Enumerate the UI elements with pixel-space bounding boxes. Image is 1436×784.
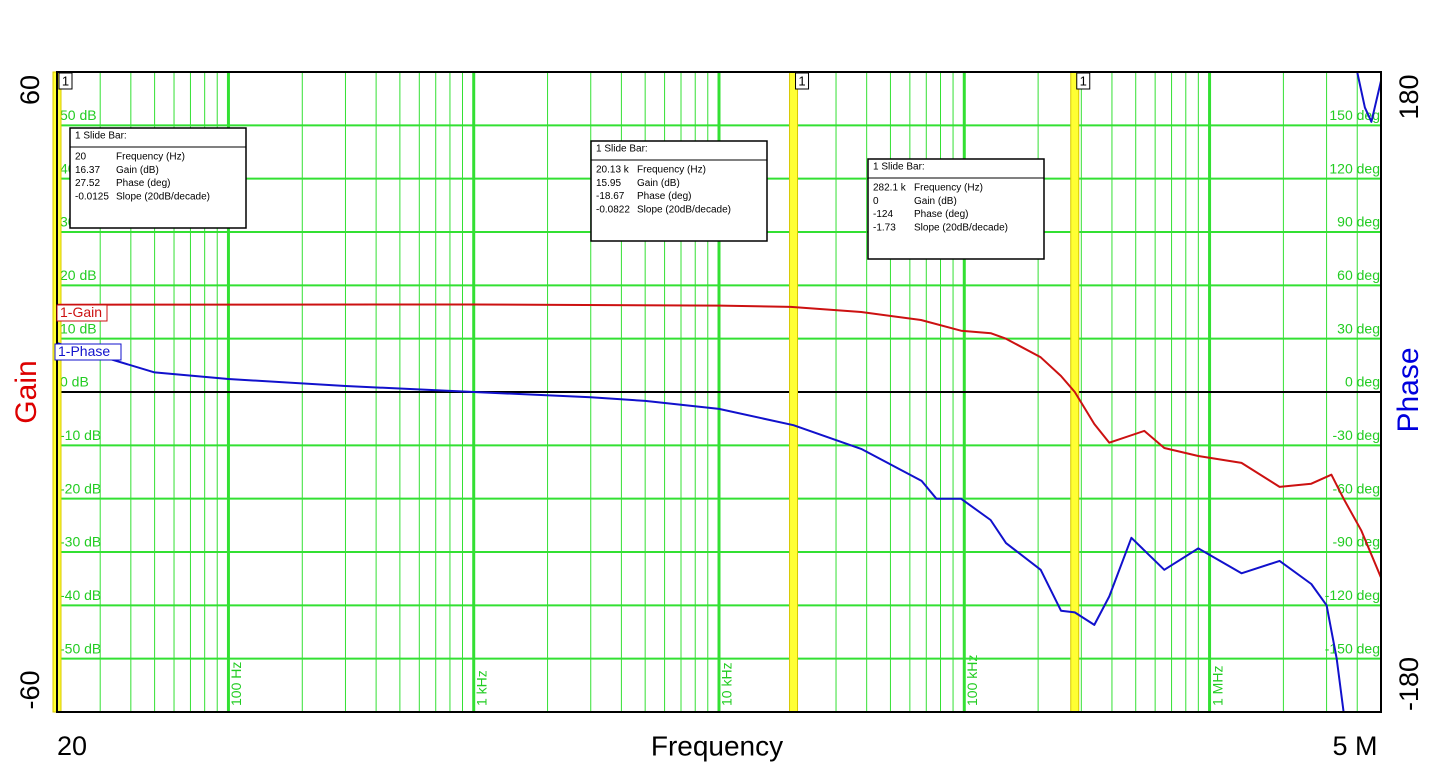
y-tick-label: 0 dB (60, 374, 89, 390)
cursor-marker: 1 (62, 73, 69, 88)
readout-value: 20 (75, 152, 87, 163)
x-tick-label: 20 (57, 731, 87, 761)
readout-label: Gain (dB) (116, 165, 159, 176)
plot-border (56, 71, 1382, 713)
y-tick-label: 50 dB (60, 107, 97, 123)
y2-tick-label: -150 deg (1325, 640, 1380, 656)
y2-tick-label: 120 deg (1329, 160, 1380, 176)
y2-axis-title: Phase (1392, 347, 1425, 432)
x-tick-label: 5 M (1332, 731, 1377, 761)
y-limit-label: 60 (15, 75, 45, 105)
x-tick-label: 10 kHz (719, 662, 735, 706)
cursor-marker-box (795, 72, 810, 90)
y-tick-label: -20 dB (60, 480, 101, 496)
y-tick-label: -10 dB (60, 427, 101, 443)
readout-value: -1.73 (873, 223, 896, 234)
x-tick-label: 1 kHz (473, 670, 489, 706)
readout-label: Phase (deg) (637, 191, 691, 202)
readout-label: Slope (20dB/decade) (637, 205, 731, 216)
readout-value: -18.67 (596, 191, 625, 202)
readout-label: Slope (20dB/decade) (914, 223, 1008, 234)
readout-label: Frequency (Hz) (914, 183, 983, 194)
series-line (57, 72, 1381, 712)
legend-label: 1-Gain (60, 304, 102, 320)
x-tick-label: 1 MHz (1209, 666, 1225, 706)
y2-tick-label: 60 deg (1337, 267, 1380, 283)
y2-tick-label: -120 deg (1325, 587, 1380, 603)
readout-box (867, 158, 1045, 260)
readout-title: 1 Slide Bar: (75, 131, 127, 142)
readout-value: -0.0125 (75, 192, 109, 203)
readout-value: 20.13 k (596, 165, 630, 176)
readout-label: Phase (deg) (914, 209, 968, 220)
readout-value: -124 (873, 209, 893, 220)
y2-tick-label: 30 deg (1337, 320, 1380, 336)
readout-label: Gain (dB) (914, 196, 957, 207)
readout-value: 282.1 k (873, 183, 907, 194)
y-tick-label: 20 dB (60, 267, 97, 283)
y2-tick-label: 90 deg (1337, 214, 1380, 230)
readout-label: Frequency (Hz) (637, 165, 706, 176)
y-tick-label: 10 dB (60, 320, 97, 336)
x-tick-label: 100 kHz (964, 655, 980, 706)
y2-limit-label: 180 (1394, 74, 1424, 119)
readout-label: Frequency (Hz) (116, 152, 185, 163)
y2-tick-label: -60 deg (1333, 480, 1380, 496)
readout-label: Slope (20dB/decade) (116, 192, 210, 203)
readout-label: Gain (dB) (637, 178, 680, 189)
cursor-readout: 1 Slide Bar: 282.1 k Frequency (Hz) 0 Gain (… (867, 158, 1045, 260)
readout-title: 1 Slide Bar: (596, 144, 648, 155)
legend-label: 1-Phase (58, 343, 110, 359)
y-axis-title: Gain (10, 360, 43, 423)
readout-box (69, 127, 247, 229)
series-line (57, 303, 1381, 578)
y-tick-label: -40 dB (60, 587, 101, 603)
cursor-marker-box (1076, 72, 1091, 90)
cursor-bar (789, 71, 799, 713)
readout-value: 16.37 (75, 165, 100, 176)
cursor-readout: 1 Slide Bar: 20.13 k Frequency (Hz) 15.95 Ga… (590, 140, 768, 242)
y-limit-label: -60 (15, 670, 45, 709)
cursor-marker: 1 (1080, 73, 1087, 88)
x-axis-title: Frequency (651, 730, 783, 761)
readout-label: Phase (deg) (116, 178, 170, 189)
readout-value: 0 (873, 196, 879, 207)
legend-box (56, 304, 108, 322)
y2-limit-label: -180 (1394, 657, 1424, 711)
y-tick-label: -50 dB (60, 640, 101, 656)
cursor-marker-box (58, 72, 73, 90)
x-tick-label: 100 Hz (228, 662, 244, 706)
readout-value: 27.52 (75, 178, 100, 189)
cursor-marker: 1 (798, 73, 805, 88)
readout-title: 1 Slide Bar: (873, 162, 925, 173)
readout-box (590, 140, 768, 242)
cursor-readout: 1 Slide Bar: 20 Frequency (Hz) 16.37 Gain (d… (69, 127, 247, 229)
y-tick-label: -30 dB (60, 534, 101, 550)
readout-value: -0.0822 (596, 205, 630, 216)
y2-tick-label: 0 deg (1345, 374, 1380, 390)
readout-value: 15.95 (596, 178, 621, 189)
y2-tick-label: -30 deg (1333, 427, 1380, 443)
y2-tick-label: -90 deg (1333, 534, 1380, 550)
legend-box (54, 343, 122, 361)
